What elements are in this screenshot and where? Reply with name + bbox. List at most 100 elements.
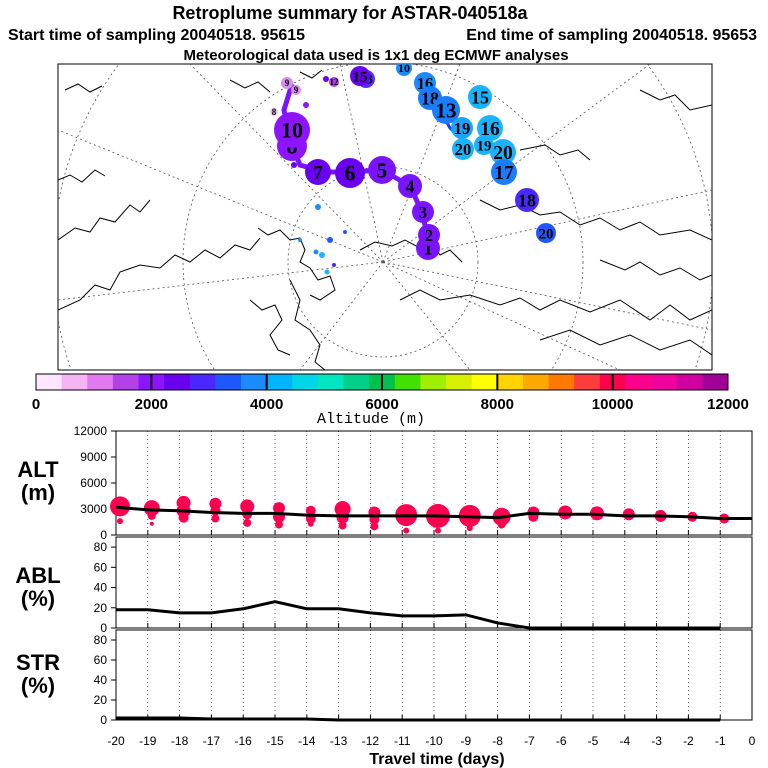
map-frame — [57, 63, 713, 371]
centroid-label: 17 — [494, 163, 514, 184]
plume-centroid: 15 — [350, 66, 370, 86]
plume-centroid: 16 — [477, 115, 503, 141]
centroid-label: 15 — [471, 87, 489, 107]
colorbar-swatch — [471, 374, 498, 390]
plume-centroid: 20 — [452, 138, 474, 160]
plume-centroid: 13 — [432, 96, 460, 124]
colorbar-tick-label: 0 — [32, 396, 40, 413]
altitude-colorbar: 0 2000 4000 6000 8000 10000 12000 — [32, 373, 749, 413]
altitude-point — [149, 521, 154, 526]
centroid-marker — [305, 159, 331, 185]
colorbar-label: Altitude (m) — [317, 411, 425, 428]
centroid-marker — [274, 112, 310, 148]
map-coastlines — [58, 69, 712, 370]
altitude-point — [240, 499, 255, 514]
colorbar-swatch — [702, 374, 729, 390]
altitude-point — [466, 525, 473, 532]
colorbar-swatch — [266, 374, 293, 390]
polar-map: 1234567899810121315101618131519162019201… — [57, 63, 713, 371]
end-time: End time of sampling 20040518. 95653 — [466, 27, 757, 44]
centroid-marker — [396, 64, 412, 76]
centroid-label: 2 — [425, 226, 433, 245]
plume-centroid: 18 — [515, 188, 539, 212]
x-tick-label: -14 — [298, 734, 316, 748]
x-tick-label: -11 — [394, 734, 411, 748]
x-tick-label: 0 — [749, 734, 756, 748]
start-time: Start time of sampling 20040518. 95615 — [8, 27, 305, 44]
centroid-marker — [536, 223, 556, 243]
centroid-label: 20 — [493, 143, 513, 164]
centroid-label: 5 — [377, 158, 388, 182]
panel-abl: 80 60 40 20 0 ABL(%) — [15, 536, 753, 635]
altitude-point — [497, 520, 506, 529]
centroid-marker — [432, 96, 460, 124]
y-tick-label: 20 — [94, 601, 108, 615]
centroid-label: 1 — [424, 238, 433, 258]
plume-centroid: 19 — [474, 135, 494, 155]
panel-alt: 12000 9000 6000 3000 0 ALT(m) — [17, 424, 753, 542]
y-tick-label: 6000 — [80, 476, 107, 490]
x-tick-label: -18 — [171, 734, 189, 748]
x-tick-label: -7 — [524, 734, 535, 748]
plume-centroid: 2 — [418, 224, 440, 246]
colorbar-tick-label: 4000 — [250, 396, 283, 413]
colorbar-swatch — [522, 374, 549, 390]
centroid-marker — [452, 138, 474, 160]
panel-ylabel: (%) — [21, 586, 55, 611]
centroid-label: 19 — [454, 119, 471, 138]
centroid-marker — [398, 174, 422, 198]
colorbar-swatch — [189, 374, 216, 390]
colorbar-swatch — [651, 374, 678, 390]
altitude-point — [211, 514, 220, 523]
centroid-marker — [350, 66, 370, 86]
met-note: Meteorological data used is 1x1 deg ECMW… — [183, 47, 568, 64]
plume-centroid: 12 — [329, 77, 339, 87]
y-tick-label: 9000 — [80, 450, 107, 464]
centroid-marker — [490, 139, 516, 165]
colorbar-swatch — [61, 374, 88, 390]
minor-markers — [291, 76, 347, 275]
series-line — [115, 505, 752, 521]
centroid-label: 13 — [436, 98, 457, 122]
y-tick-label: 80 — [94, 633, 108, 647]
plume-centroid: 9 — [281, 77, 293, 89]
centroid-marker — [515, 188, 539, 212]
centroid-marker — [477, 115, 503, 141]
centroid-marker — [412, 201, 434, 223]
centroid-marker — [451, 117, 473, 139]
altitude-point — [307, 520, 314, 527]
altitude-point — [210, 505, 221, 516]
centroid-label: 19 — [477, 138, 492, 154]
series-line — [116, 716, 721, 722]
centroid-marker — [468, 85, 492, 109]
altitude-point — [275, 520, 283, 529]
y-tick-label: 0 — [100, 713, 107, 727]
x-tick-label: -2 — [683, 734, 694, 748]
centroid-label: 16 — [480, 119, 500, 140]
centroid-marker — [329, 77, 339, 87]
y-tick-label: 60 — [94, 560, 108, 574]
x-tick-label: -12 — [362, 734, 380, 748]
y-tick-label: 12000 — [74, 424, 108, 438]
plume-centroid: 9 — [291, 85, 301, 95]
altitude-point — [143, 500, 160, 517]
centroid-marker — [474, 135, 494, 155]
plume-centroid: 4 — [398, 174, 422, 198]
centroid-marker — [418, 224, 440, 246]
centroid-label: 10 — [281, 118, 303, 143]
y-tick-label: 3000 — [80, 502, 107, 516]
centroid-label: 12 — [330, 77, 340, 87]
x-tick-label: -9 — [460, 734, 471, 748]
plume-centroid: 10 — [274, 112, 310, 148]
series-line — [116, 600, 721, 630]
panel-ylabel: (%) — [21, 673, 55, 698]
x-tick-label: -4 — [619, 734, 630, 748]
colorbar-swatch — [394, 374, 421, 390]
plume-centroids: 1234567899810121315101618131519162019201… — [270, 64, 556, 260]
colorbar-swatch — [676, 374, 703, 390]
panel-title: ABL — [15, 563, 60, 588]
y-tick-label: 60 — [94, 653, 108, 667]
x-tick-label: -8 — [492, 734, 503, 748]
centroid-label: 3 — [419, 203, 427, 222]
altitude-point — [117, 518, 123, 525]
